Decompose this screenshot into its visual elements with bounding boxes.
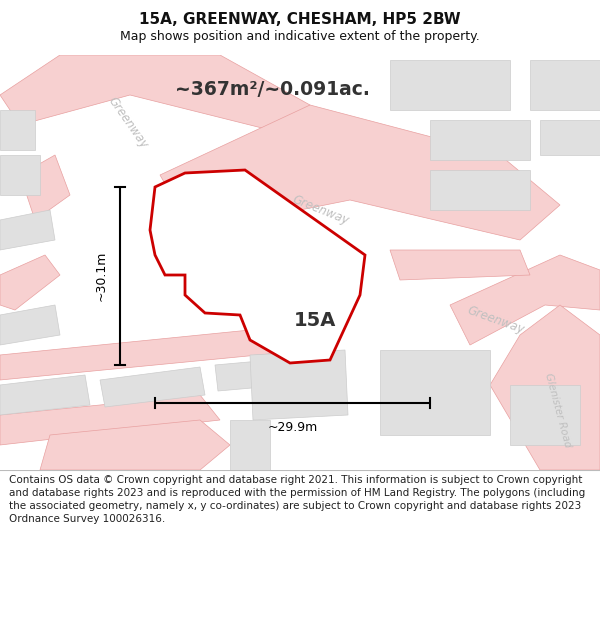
Text: Map shows position and indicative extent of the property.: Map shows position and indicative extent… — [120, 30, 480, 43]
Polygon shape — [250, 350, 348, 420]
Polygon shape — [0, 325, 310, 380]
Polygon shape — [0, 210, 55, 250]
Polygon shape — [20, 155, 70, 220]
Text: Greenway: Greenway — [105, 95, 150, 151]
Polygon shape — [150, 170, 365, 363]
Polygon shape — [100, 367, 205, 407]
Polygon shape — [0, 305, 60, 345]
Polygon shape — [0, 375, 90, 415]
Polygon shape — [40, 420, 230, 470]
Text: 15A: 15A — [294, 311, 336, 329]
Polygon shape — [390, 60, 510, 110]
Polygon shape — [450, 255, 600, 345]
Polygon shape — [490, 305, 600, 470]
Polygon shape — [540, 120, 600, 155]
Polygon shape — [0, 110, 35, 150]
Text: Greenway: Greenway — [290, 192, 350, 228]
Text: Greenway: Greenway — [465, 304, 526, 336]
Polygon shape — [380, 350, 490, 435]
Polygon shape — [390, 250, 530, 280]
Text: ~367m²/~0.091ac.: ~367m²/~0.091ac. — [175, 80, 370, 99]
Text: ~29.9m: ~29.9m — [268, 421, 317, 434]
Polygon shape — [510, 385, 580, 445]
Polygon shape — [160, 105, 560, 240]
Polygon shape — [530, 60, 600, 110]
Polygon shape — [0, 255, 60, 310]
Text: 15A, GREENWAY, CHESHAM, HP5 2BW: 15A, GREENWAY, CHESHAM, HP5 2BW — [139, 12, 461, 27]
Polygon shape — [230, 420, 270, 470]
Polygon shape — [215, 357, 308, 391]
Polygon shape — [430, 170, 530, 210]
Text: Contains OS data © Crown copyright and database right 2021. This information is : Contains OS data © Crown copyright and d… — [9, 474, 585, 524]
Text: ~30.1m: ~30.1m — [95, 251, 108, 301]
Polygon shape — [430, 120, 530, 160]
Text: Glenister Road: Glenister Road — [543, 372, 573, 448]
Polygon shape — [0, 395, 220, 445]
Polygon shape — [0, 155, 40, 195]
Polygon shape — [0, 55, 310, 135]
